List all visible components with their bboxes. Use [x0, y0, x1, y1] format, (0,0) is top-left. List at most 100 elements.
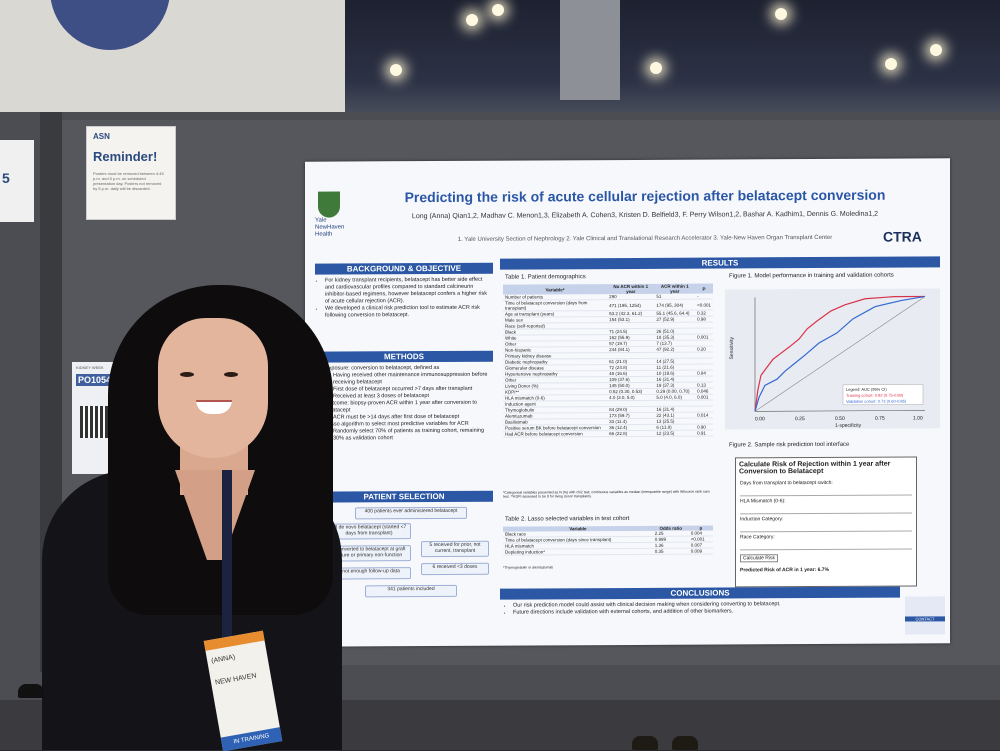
- badge-name: (ANNA): [210, 653, 236, 665]
- selection-box: 341 patients included: [365, 584, 457, 598]
- table-cell: 0.91: [695, 430, 713, 437]
- table-row: Depleting induction* 0.35 0.009: [503, 548, 713, 556]
- ceiling-light: [650, 62, 662, 74]
- contact-box: CONTACT: [905, 596, 945, 635]
- neighbor-card-text: 5: [2, 170, 10, 186]
- conclusions-text: Our risk prediction model could assist w…: [505, 601, 900, 617]
- ceiling-light: [885, 58, 897, 70]
- ceiling-light: [930, 44, 942, 56]
- risk-tool-interface: Calculate Risk of Rejection within 1 yea…: [735, 456, 917, 588]
- ceiling-light: [390, 64, 402, 76]
- table-header-cell: Variable*: [503, 284, 608, 295]
- ceiling-light: [466, 14, 478, 26]
- selection-box: 6 received <3 doses: [421, 562, 489, 576]
- qr-code-icon: [80, 406, 112, 438]
- methods-text: Exposure: conversion to belatacept, defi…: [317, 365, 493, 443]
- table1-note: *Categorical variables presented as N (%…: [503, 489, 710, 499]
- smile: [196, 400, 232, 414]
- lanyard: [222, 470, 232, 640]
- roc-y-label: Sensitivity: [729, 336, 735, 359]
- table-cell: Positive serum BK before belatacept conv…: [503, 424, 608, 432]
- person-face: [158, 318, 268, 458]
- roc-legend-training: Training cohort: 0.82 (0.75-0.89): [846, 393, 904, 398]
- reminder-title: Reminder!: [93, 149, 158, 164]
- risk-field-input[interactable]: [740, 505, 912, 515]
- roc-x-label: 1-specificity: [835, 423, 862, 429]
- table-cell: 174 (95, 304): [654, 299, 696, 311]
- table-cell: Depleting induction*: [503, 548, 653, 556]
- lasso-table: Variable Odds ratio p Black race 2.25 0.004 Ti…: [503, 525, 713, 556]
- poster-title: Predicting the risk of acute cellular re…: [404, 186, 886, 206]
- roc-x-tick: 1.00: [913, 415, 923, 421]
- selection-box: 400 patients ever administered belatacep…: [355, 506, 467, 520]
- table2-title: Table 2. Lasso selected variables in tes…: [505, 515, 630, 523]
- calculate-risk-button[interactable]: Calculate Risk: [740, 554, 778, 563]
- shield-icon: [318, 191, 340, 218]
- selection-box: 5 received for prior, not current, trans…: [421, 540, 489, 558]
- figure1-title: Figure 1. Model performance in training …: [729, 272, 894, 280]
- table-cell: 0.35: [652, 548, 689, 555]
- table2-note: *Thymoglobulin or alemtuzumab: [503, 565, 554, 570]
- ctra-logo: CTRA: [883, 228, 922, 245]
- risk-field-label: HLA Mismatch (0-6):: [740, 498, 786, 505]
- table-cell: <0.001: [695, 299, 713, 311]
- poster-authors: Long (Anna) Qian1,2, Madhav C. Menon1,3,…: [411, 210, 879, 221]
- badge-org: NEW HAVEN: [214, 672, 258, 687]
- risk-field-label: Days from transplant to belatacept switc…: [740, 479, 833, 487]
- reminder-text: Posters must be removed between 4:45 p.m…: [93, 171, 164, 191]
- risk-tool-heading: Calculate Risk of Rejection within 1 yea…: [739, 460, 891, 476]
- risk-field-select[interactable]: [740, 541, 912, 551]
- tag-event: KIDNEY WEEK: [76, 365, 104, 370]
- methods-sub-bullet: Randomly select 70% of patients as train…: [333, 428, 493, 443]
- shoe: [672, 736, 698, 750]
- selection-box: 38 de novo belatacept (started <7 days f…: [327, 523, 411, 540]
- ceiling-light: [775, 8, 787, 20]
- risk-field-label: Induction Category:: [740, 516, 784, 523]
- eye-right: [224, 372, 238, 377]
- roc-x-tick: 0.25: [795, 416, 805, 422]
- roc-x-tick: 0.00: [755, 416, 765, 422]
- table-cell: 55.1 (45.6, 64.4): [654, 310, 696, 317]
- ceiling-column: [560, 0, 620, 100]
- section-results: RESULTS: [500, 256, 940, 270]
- ceiling-light: [492, 4, 504, 16]
- figure2-title: Figure 2. Sample risk prediction tool in…: [729, 441, 850, 449]
- methods-bullet: Outcome: biopsy-proven ACR within 1 year…: [325, 400, 493, 415]
- table-cell: Had ACR before belatacept conversion: [503, 430, 608, 438]
- logo-line-3: Health: [315, 231, 333, 238]
- reminder-sign: ASN Reminder! Posters must be removed be…: [86, 126, 176, 220]
- background-text: For kidney transplant recipients, belata…: [317, 277, 493, 320]
- conclusion-bullet: Future directions include validation wit…: [513, 608, 900, 617]
- section-methods: METHODS: [315, 350, 493, 363]
- table-cell: 0.29 (0.00, 0.70): [654, 388, 696, 395]
- poster-affiliations: 1. Yale University Section of Nephrology…: [457, 234, 833, 243]
- table-row: Had ACR before belatacept conversion 66 (…: [503, 430, 713, 438]
- section-patient-selection: PATIENT SELECTION: [315, 490, 493, 503]
- roc-legend-validation: Validation cohort: 0.73 (0.60-0.86): [846, 399, 907, 404]
- reminder-org: ASN: [93, 132, 110, 141]
- table-header-cell: No ACR within 1 year: [607, 283, 655, 295]
- background-bullet: For kidney transplant recipients, belata…: [325, 277, 493, 306]
- roc-x-axis: [755, 410, 925, 412]
- table-cell: Time of belatacept conversion (days from…: [503, 299, 608, 312]
- risk-field-input[interactable]: [740, 487, 912, 497]
- table-header-cell: P: [695, 283, 713, 294]
- neighbor-poster-card: 5: [0, 140, 34, 222]
- section-conclusions: CONCLUSIONS: [500, 586, 900, 600]
- table1-title: Table 1. Patient demographics: [505, 274, 586, 281]
- roc-training-curve: [754, 295, 925, 412]
- contact-label: CONTACT: [905, 616, 945, 622]
- table-cell: 12 (23.5): [654, 430, 696, 437]
- roc-diagonal: [754, 296, 926, 412]
- eye-left: [180, 372, 194, 377]
- yale-logo: Yale NewHaven Health: [315, 191, 355, 251]
- roc-chart: Legend: AUC (95% CI) Training cohort: 0.…: [725, 288, 940, 430]
- risk-result: Predicted Risk of ACR in 1 year: 6.7%: [740, 566, 830, 574]
- roc-x-tick: 0.50: [835, 416, 845, 422]
- roc-validation-curve: [754, 295, 926, 412]
- roc-legend-title: Legend: AUC (95% CI): [846, 387, 887, 392]
- table-cell: 471 (195, 1254): [607, 299, 655, 311]
- risk-field-select[interactable]: [740, 523, 912, 533]
- demographics-table: Variable* No ACR within 1 year ACR within …: [503, 283, 713, 438]
- methods-sub-bullet: Having received other maintenance immuno…: [333, 372, 493, 387]
